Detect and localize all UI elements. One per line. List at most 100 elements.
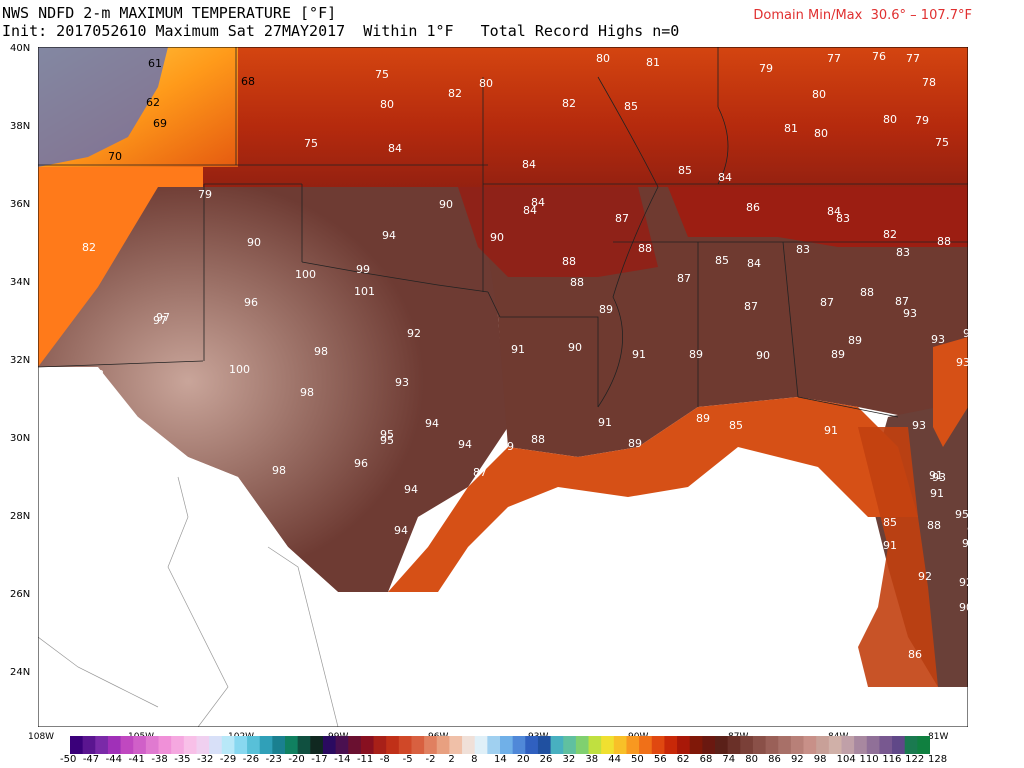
colorbar-tick-label: -50 — [60, 754, 77, 765]
temperature-value: 98 — [314, 345, 328, 358]
temperature-value: 92 — [918, 570, 932, 583]
colorbar-tick-label: -17 — [311, 754, 328, 765]
temperature-value: 91 — [632, 348, 646, 361]
temperature-value: 82 — [883, 228, 897, 241]
latitude-label: 24N — [10, 667, 31, 678]
temperature-value: 93 — [90, 368, 104, 381]
temperature-value: 84 — [747, 257, 761, 270]
temperature-value: 75 — [304, 137, 318, 150]
colorbar-swatch — [449, 736, 463, 754]
colorbar-tick-label: 44 — [608, 754, 621, 765]
colorbar-swatch — [702, 736, 716, 754]
temperature-value: 80 — [812, 88, 826, 101]
temperature-value: 96 — [244, 296, 258, 309]
colorbar-swatch — [790, 736, 805, 754]
colorbar-swatch — [234, 736, 248, 754]
temperature-value: 95 — [955, 508, 968, 521]
temperature-value: 91 — [929, 469, 943, 482]
temperature-value: 84 — [522, 158, 536, 171]
temperature-value: 83 — [796, 243, 810, 256]
colorbar-tick-label: 20 — [516, 754, 530, 765]
colorbar-swatch — [715, 736, 729, 754]
temperature-value: 91 — [511, 343, 525, 356]
colorbar-tick-label: -14 — [334, 754, 351, 765]
colorbar-swatch — [917, 736, 930, 754]
temperature-value: 84 — [523, 204, 537, 217]
colorbar-swatch — [259, 736, 273, 754]
colorbar-tick-label: 56 — [653, 754, 667, 765]
temperature-value: 94 — [394, 524, 408, 537]
temperature-value: 68 — [241, 75, 255, 88]
latitude-label: 26N — [10, 589, 31, 600]
temperature-value: 89 — [689, 348, 703, 361]
latitude-label: 36N — [10, 199, 31, 210]
colorbar-tick-label: 62 — [676, 754, 690, 765]
temperature-value: 90 — [959, 601, 968, 614]
temperature-value: 91 — [883, 539, 897, 552]
colorbar-tick-label: -8 — [379, 754, 390, 765]
colorbar-swatch — [474, 736, 488, 754]
colorbar-swatch — [727, 736, 741, 754]
colorbar-swatch — [82, 736, 96, 754]
temperature-value: 95 — [380, 434, 394, 447]
colorbar-swatch — [398, 736, 412, 754]
colorbar-swatch — [752, 736, 767, 754]
colorbar-swatch — [373, 736, 387, 754]
colorbar-swatch — [866, 736, 880, 754]
temperature-value: 83 — [836, 212, 850, 225]
latitude-label: 30N — [10, 433, 31, 444]
colorbar-tick-label: 68 — [699, 754, 713, 765]
latitude-label: 32N — [10, 355, 31, 366]
temperature-value: 88 — [860, 286, 874, 299]
colorbar-tick-label: 128 — [928, 754, 948, 765]
colorbar-swatch — [803, 736, 817, 754]
mountain-region — [38, 47, 168, 167]
temperature-value: 91 — [598, 416, 612, 429]
temperature-value: 85 — [729, 419, 743, 432]
colorbar-tick-label: -2 — [425, 754, 436, 765]
colorbar-swatch — [310, 736, 324, 754]
colorbar-tick-label: -35 — [174, 754, 191, 765]
colorbar-tick-label: -26 — [242, 754, 260, 765]
temperature-value: 85 — [715, 254, 729, 267]
colorbar-swatch — [500, 736, 514, 754]
atlantic-band — [933, 337, 968, 447]
longitude-label: 108W — [28, 732, 55, 742]
colorbar-swatch — [651, 736, 665, 754]
colorbar-tick-label: 110 — [859, 754, 879, 765]
temperature-value: 99 — [356, 263, 370, 276]
colorbar-swatch — [209, 736, 223, 754]
latitude-label: 40N — [10, 43, 31, 54]
colorbar-swatch — [626, 736, 640, 754]
temperature-value: 77 — [906, 52, 920, 65]
latitude-label: 38N — [10, 121, 31, 132]
colorbar-swatch — [601, 736, 615, 754]
colorbar-swatch — [525, 736, 539, 754]
temperature-value: 93 — [903, 307, 917, 320]
colorbar-tick-label: 122 — [905, 754, 925, 765]
colorbar-swatch — [348, 736, 362, 754]
temperature-value: 69 — [153, 117, 167, 130]
colorbar-tick-label: 104 — [836, 754, 856, 765]
temperature-value: 88 — [531, 433, 545, 446]
temperature-value: 96 — [354, 457, 368, 470]
arkansas-region — [458, 187, 658, 277]
florida-west-band — [858, 427, 938, 687]
temperature-value: 100 — [295, 268, 316, 281]
temperature-value: 98 — [272, 464, 286, 477]
colorbar — [70, 736, 930, 754]
colorbar-swatch — [563, 736, 577, 754]
colorbar-swatch — [133, 736, 147, 754]
colorbar-tick-label: 92 — [790, 754, 804, 765]
temperature-value: 95 — [380, 428, 394, 441]
colorbar-swatch — [613, 736, 627, 754]
temperature-value: 82 — [448, 87, 462, 100]
domain-minmax: Domain Min/Max 30.6° – 107.7°F — [753, 8, 972, 23]
temperature-value: 86 — [908, 648, 922, 661]
temperature-value: 9 — [963, 327, 968, 340]
temperature-value: 84 — [718, 171, 732, 184]
temperature-value: 80 — [479, 77, 493, 90]
colorbar-swatch — [765, 736, 779, 754]
